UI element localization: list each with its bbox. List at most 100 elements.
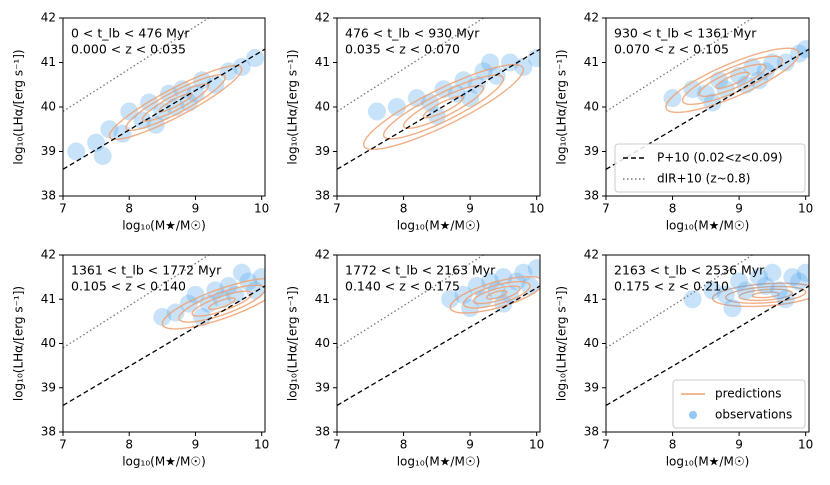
reference-line <box>63 255 210 349</box>
plot-area <box>606 255 809 407</box>
observation-point <box>232 57 251 76</box>
reference-line <box>63 285 265 407</box>
panel-annotation: 1361 < t_lb < 1772 Myr <box>71 263 222 278</box>
observation-point <box>461 89 480 108</box>
panel: 7 8 9 10 38 39 40 41 42 log₁₀(M★/M☉) log₁₀(LHα/[er… <box>12 248 270 469</box>
observation-point <box>252 268 265 287</box>
x-tick-label: 10 <box>529 438 544 452</box>
plot-area <box>337 255 540 407</box>
observation-point <box>153 307 172 326</box>
y-tick-label: 38 <box>41 189 56 203</box>
x-tick-label: 7 <box>333 202 341 216</box>
prediction-contour <box>178 284 265 323</box>
x-axis-label: log₁₀(M★/M☉) <box>122 219 206 233</box>
x-tick-label: 9 <box>735 202 743 216</box>
x-tick-label: 8 <box>125 438 133 452</box>
prediction-contour <box>751 291 780 299</box>
legend-marker <box>689 411 697 419</box>
y-tick-label: 39 <box>584 144 599 158</box>
y-tick-label: 42 <box>315 11 330 25</box>
panel-annotation: 1772 < t_lb < 2163 Myr <box>345 263 496 278</box>
x-tick-label: 10 <box>798 202 813 216</box>
observation-point <box>93 146 112 165</box>
observation-point <box>501 53 520 72</box>
x-tick-label: 9 <box>735 438 743 452</box>
x-tick-label: 8 <box>125 202 133 216</box>
prediction-contour <box>711 282 809 308</box>
x-axis-label: log₁₀(M★/M☉) <box>397 219 481 233</box>
observation-point <box>750 268 769 287</box>
prediction-contour <box>207 297 236 310</box>
plot-area <box>606 18 809 170</box>
observation-point <box>703 281 722 300</box>
panel-annotation: 2163 < t_lb < 2536 Myr <box>614 263 765 278</box>
observation-point <box>796 40 809 59</box>
y-axis-label: log₁₀(LHα/[erg s⁻¹]) <box>286 286 300 401</box>
prediction-contour <box>738 288 794 302</box>
observation-point <box>166 303 185 322</box>
y-axis-label: log₁₀(LHα/[erg s⁻¹]) <box>555 49 569 164</box>
y-axis-label: log₁₀(LHα/[erg s⁻¹]) <box>12 49 26 164</box>
reference-line <box>337 48 540 170</box>
observation-point <box>527 259 540 278</box>
panel-annotation: 0.070 < z < 0.105 <box>614 42 729 57</box>
observation-point <box>770 281 789 300</box>
reference-line <box>606 285 809 407</box>
x-tick-label: 8 <box>400 438 408 452</box>
observation-point <box>186 84 205 103</box>
x-tick-label: 8 <box>400 202 408 216</box>
reference-line <box>337 285 540 407</box>
y-tick-label: 39 <box>41 380 56 394</box>
x-axis-label: log₁₀(M★/M☉) <box>666 219 750 233</box>
y-tick-label: 39 <box>584 380 599 394</box>
prediction-contour <box>108 65 243 140</box>
panel-annotation: 0.105 < z < 0.140 <box>71 279 186 294</box>
observation-point <box>730 272 749 291</box>
reference-line <box>606 48 809 170</box>
prediction-contour <box>715 71 750 89</box>
x-tick-label: 7 <box>59 202 67 216</box>
y-axis-label: log₁₀(LHα/[erg s⁻¹]) <box>286 49 300 164</box>
legend-box <box>614 143 806 193</box>
y-axis-label: log₁₀(LHα/[erg s⁻¹]) <box>12 286 26 401</box>
observation-point <box>763 53 782 72</box>
y-tick-label: 40 <box>584 336 599 350</box>
observation-point <box>441 290 460 309</box>
x-tick-label: 7 <box>602 202 610 216</box>
y-tick-label: 42 <box>584 248 599 262</box>
y-tick-label: 41 <box>315 55 330 69</box>
prediction-contour <box>158 92 193 113</box>
observation-point <box>67 142 86 161</box>
observation-point <box>730 66 749 85</box>
prediction-contour <box>191 290 253 317</box>
panel: 7 8 9 10 38 39 40 41 42 log₁₀(M★/M☉) log₁₀(LHα/[er… <box>555 11 814 233</box>
observation-point <box>723 299 742 318</box>
x-tick-label: 9 <box>192 438 200 452</box>
prediction-contour <box>141 83 210 122</box>
x-tick-label: 8 <box>669 438 677 452</box>
prediction-contour <box>402 84 485 130</box>
y-tick-label: 42 <box>41 11 56 25</box>
plot-area <box>337 18 540 170</box>
x-tick-label: 7 <box>59 438 67 452</box>
panel-annotation: 0 < t_lb < 476 Myr <box>71 26 190 41</box>
x-tick-label: 9 <box>192 202 200 216</box>
x-tick-label: 7 <box>602 438 610 452</box>
panel: 7 8 9 10 38 39 40 41 42 log₁₀(M★/M☉) log₁₀(LHα/[er… <box>286 248 545 469</box>
reference-line <box>337 255 484 349</box>
y-tick-label: 42 <box>41 248 56 262</box>
y-tick-label: 38 <box>315 425 330 439</box>
observation-point <box>756 62 775 81</box>
y-tick-label: 38 <box>584 189 599 203</box>
prediction-contour <box>698 63 767 97</box>
prediction-contour <box>449 276 540 314</box>
panel: 7 8 9 10 38 39 40 41 42 log₁₀(M★/M☉) log₁₀(LHα/[er… <box>12 11 270 233</box>
prediction-contour <box>665 47 800 114</box>
panel: 7 8 9 10 38 39 40 41 42 log₁₀(M★/M☉) log₁₀(LHα/[er… <box>286 11 545 233</box>
observation-point <box>387 98 406 116</box>
observation-point <box>743 57 762 76</box>
observation-point <box>246 49 265 68</box>
y-tick-label: 39 <box>41 144 56 158</box>
observation-point <box>716 285 735 304</box>
prediction-contour <box>472 285 521 305</box>
